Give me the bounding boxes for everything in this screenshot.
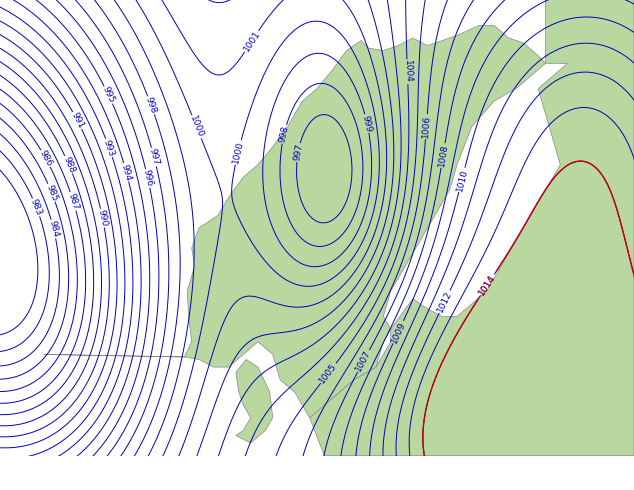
Text: 987: 987 (67, 192, 80, 211)
Text: 986: 986 (37, 149, 54, 168)
Text: 1008: 1008 (437, 144, 450, 168)
Text: 1007: 1007 (354, 349, 373, 373)
Text: 1004: 1004 (403, 60, 412, 83)
Polygon shape (309, 0, 634, 456)
Text: 983: 983 (29, 197, 44, 217)
Text: 1005: 1005 (318, 362, 339, 385)
Text: 984: 984 (47, 220, 60, 239)
Text: 997: 997 (292, 143, 304, 162)
Text: 1009: 1009 (389, 320, 407, 344)
Text: 1000: 1000 (231, 140, 245, 165)
Text: ©weatheronline.co.uk: ©weatheronline.co.uk (503, 481, 628, 490)
Text: 985: 985 (44, 183, 59, 202)
Text: 993: 993 (102, 138, 116, 158)
Text: 997: 997 (148, 147, 160, 167)
Text: 1006: 1006 (421, 115, 432, 138)
Text: 991: 991 (69, 111, 85, 130)
Text: 994: 994 (120, 163, 133, 182)
Text: 1003: 1003 (205, 459, 221, 483)
Text: 1000: 1000 (188, 115, 205, 139)
Text: 1001: 1001 (242, 29, 262, 53)
Text: Surface pressure [hPa] ECMWF: Surface pressure [hPa] ECMWF (6, 462, 206, 474)
Text: 996: 996 (141, 169, 154, 188)
Polygon shape (236, 360, 273, 443)
Text: 990: 990 (96, 209, 108, 227)
Text: 999: 999 (361, 114, 373, 133)
Text: 1012: 1012 (436, 290, 454, 314)
Text: 998: 998 (278, 125, 290, 144)
Polygon shape (44, 25, 545, 418)
Text: 1010: 1010 (455, 168, 469, 192)
Text: Th 06-06-2024 12:00 UTC (12+168): Th 06-06-2024 12:00 UTC (12+168) (399, 462, 628, 474)
Text: 998: 998 (144, 96, 158, 115)
Text: 1014: 1014 (477, 273, 498, 297)
Text: 1014: 1014 (477, 273, 498, 297)
Text: 995: 995 (101, 85, 116, 105)
Text: 988: 988 (61, 155, 76, 174)
